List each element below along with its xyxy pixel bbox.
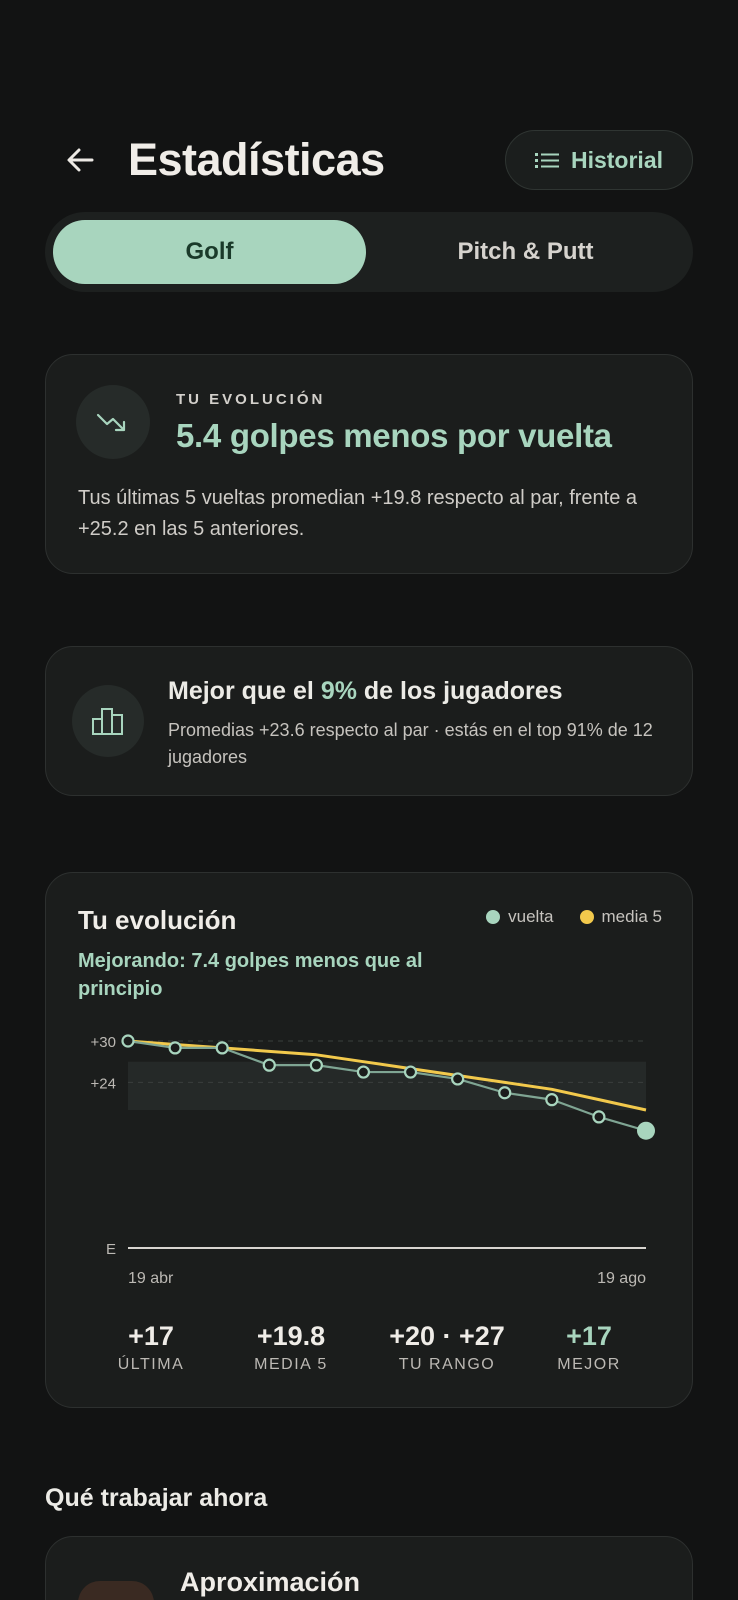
stat-best: +17 MEJOR: [557, 1321, 621, 1373]
evolution-headline: 5.4 golpes menos por vuelta: [176, 417, 612, 454]
history-label: Historial: [570, 146, 664, 173]
legend-dot-media: [579, 910, 594, 924]
chart-range-band: [128, 1061, 646, 1110]
evolution-line-chart: +30 +24 E 19 abr 19 ago: [91, 1034, 655, 1287]
chart-stats-row: +17 ÚLTIMA +19.8 MEDIA 5 +20 · +27 TU RA…: [46, 1321, 694, 1391]
page-title: Estadísticas: [128, 134, 385, 185]
data-point-vuelta: [262, 1058, 276, 1072]
mode-segmented-control: Golf Pitch & Putt: [45, 212, 693, 292]
stat-range: +20 · +27 TU RANGO: [389, 1321, 505, 1373]
practice-item-card[interactable]: Aproximación: [45, 1536, 693, 1600]
practice-item-title: Aproximación: [180, 1567, 361, 1597]
tab-golf[interactable]: Golf: [53, 220, 366, 284]
legend-label-vuelta: vuelta: [508, 907, 554, 926]
legend-label-media: media 5: [601, 907, 662, 926]
next-section-title: Qué trabajar ahora: [45, 1484, 268, 1512]
x-tick-label: 19 abr: [128, 1270, 174, 1287]
legend-dot-vuelta: [486, 910, 501, 924]
y-tick-label: +30: [91, 1034, 116, 1051]
data-point-vuelta: [309, 1058, 323, 1072]
data-point-vuelta: [451, 1072, 465, 1086]
data-point-vuelta: [498, 1086, 512, 1100]
data-point-vuelta: [215, 1041, 229, 1055]
percentile-value: 9%: [320, 677, 357, 705]
back-button[interactable]: [58, 138, 102, 182]
data-point-vuelta: [592, 1110, 606, 1124]
data-point-vuelta: [403, 1065, 418, 1079]
percentile-card: Mejor que el 9% de los jugadores Promedi…: [45, 646, 693, 796]
data-point-vuelta: [121, 1034, 135, 1048]
y-tick-label: E: [106, 1241, 116, 1258]
stat-last: +17 ÚLTIMA: [117, 1321, 185, 1373]
evolution-kicker: TU EVOLUCIÓN: [176, 391, 326, 408]
data-point-vuelta: [637, 1121, 655, 1140]
stat-average-5: +19.8 MEDIA 5: [254, 1321, 328, 1373]
y-tick-label: +24: [91, 1075, 116, 1092]
practice-item-icon: [78, 1581, 154, 1600]
percentile-title: Mejor que el 9% de los jugadores: [168, 677, 563, 705]
data-point-vuelta: [168, 1041, 182, 1055]
trending-down-icon: [76, 385, 150, 459]
history-button[interactable]: Historial: [505, 130, 693, 190]
percentile-description: Promedias +23.6 respecto al par · estás …: [168, 720, 653, 767]
x-tick-label: 19 ago: [597, 1270, 646, 1287]
list-icon: [534, 153, 559, 168]
chart-title: Tu evolución: [78, 905, 237, 935]
bar-chart-icon: [72, 685, 144, 757]
data-point-vuelta: [356, 1065, 371, 1079]
chart-legend: vuelta media 5: [486, 907, 662, 927]
evolution-summary-card: TU EVOLUCIÓN 5.4 golpes menos por vuelta…: [45, 354, 693, 574]
chart-subtitle: Mejorando: 7.4 golpes menos que al princ…: [78, 950, 423, 1000]
arrow-left-icon: [67, 148, 94, 172]
data-point-vuelta: [545, 1093, 559, 1107]
tab-pitch-putt[interactable]: Pitch & Putt: [457, 238, 594, 265]
series-line-vuelta: [127, 1039, 647, 1132]
evolution-chart-card: Tu evolución Mejorando: 7.4 golpes menos…: [45, 872, 693, 1408]
evolution-description: Tus últimas 5 vueltas promedian +19.8 re…: [78, 487, 638, 540]
